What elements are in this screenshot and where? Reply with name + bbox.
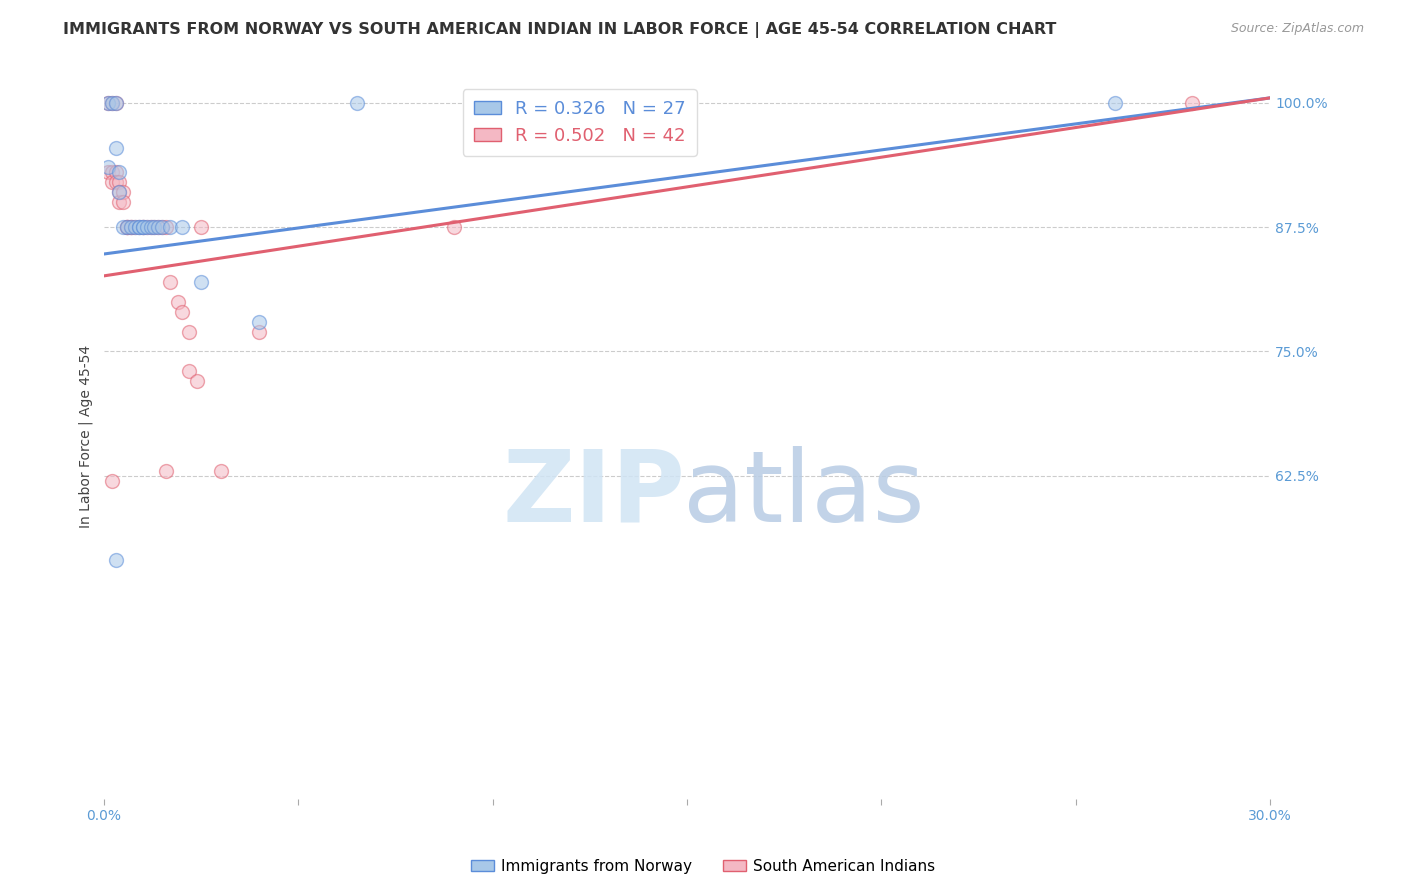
Point [104,95,127,110]
Point [112,186,135,200]
Point [120,220,142,235]
Point [132,220,155,235]
Point [104,95,127,110]
Point [637,95,659,110]
Point [97,161,120,175]
Point [104,165,127,179]
Point [209,464,232,478]
Point [443,220,465,235]
Point [100,474,122,488]
Legend: Immigrants from Norway, South American Indians: Immigrants from Norway, South American I… [464,853,942,880]
Point [97,165,120,179]
Point [1181,95,1204,110]
Text: Source: ZipAtlas.com: Source: ZipAtlas.com [1230,22,1364,36]
Point [108,175,131,189]
Point [120,220,142,235]
Point [166,294,188,309]
Point [148,220,170,235]
Point [346,95,368,110]
Point [112,220,135,235]
Point [100,175,122,189]
Point [247,315,270,329]
Point [155,220,177,235]
Point [132,220,155,235]
Point [108,195,131,210]
Point [170,304,193,318]
Point [112,195,135,210]
Point [1104,95,1126,110]
Point [190,275,212,289]
Point [108,165,131,179]
Point [143,220,166,235]
Point [100,95,122,110]
Point [170,220,193,235]
Point [190,220,212,235]
Point [155,464,177,478]
Point [128,220,150,235]
Point [150,220,173,235]
Point [120,220,142,235]
Point [124,220,146,235]
Point [247,325,270,339]
Point [159,275,181,289]
Point [100,95,122,110]
Point [179,364,201,378]
Point [135,220,157,235]
Point [132,220,155,235]
Point [143,220,166,235]
Point [135,220,157,235]
Point [97,95,120,110]
Point [115,220,138,235]
Point [150,220,173,235]
Point [104,553,127,567]
Point [97,95,120,110]
Point [186,374,208,388]
Point [100,165,122,179]
Point [139,220,162,235]
Y-axis label: In Labor Force | Age 45-54: In Labor Force | Age 45-54 [79,344,93,527]
Point [128,220,150,235]
Legend: R = 0.326   N = 27, R = 0.502   N = 42: R = 0.326 N = 27, R = 0.502 N = 42 [463,89,696,156]
Point [159,220,181,235]
Point [124,220,146,235]
Point [132,220,155,235]
Point [104,175,127,189]
Point [128,220,150,235]
Text: ZIP: ZIP [502,446,685,542]
Point [115,220,138,235]
Point [108,186,131,200]
Point [179,325,201,339]
Point [139,220,162,235]
Point [104,140,127,154]
Text: atlas: atlas [683,446,925,542]
Text: IMMIGRANTS FROM NORWAY VS SOUTH AMERICAN INDIAN IN LABOR FORCE | AGE 45-54 CORRE: IMMIGRANTS FROM NORWAY VS SOUTH AMERICAN… [63,22,1057,38]
Point [115,220,138,235]
Point [148,220,170,235]
Point [115,220,138,235]
Point [108,186,131,200]
